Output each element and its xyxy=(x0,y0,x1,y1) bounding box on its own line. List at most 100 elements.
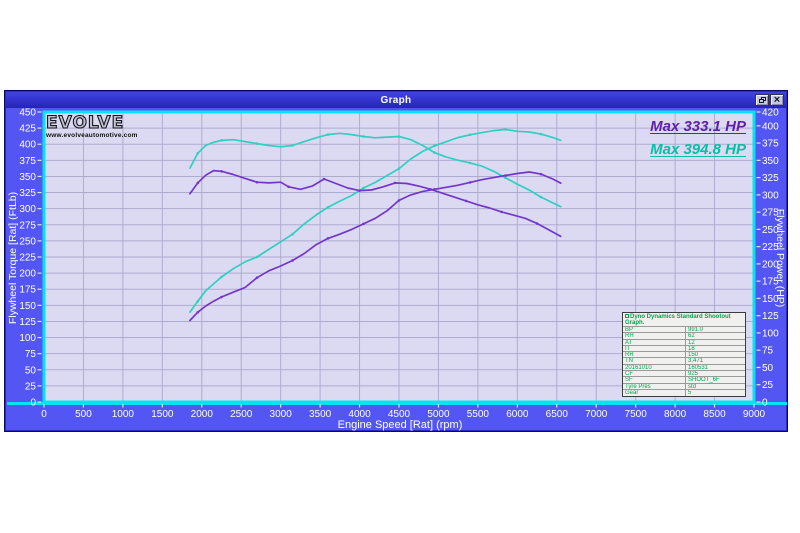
series-run1_torque_ftlb-line xyxy=(189,169,562,238)
series-run2_torque_ftlb-marker xyxy=(362,135,365,138)
series-run2_torque_ftlb-marker xyxy=(397,135,401,138)
series-run1_torque_ftlb-marker xyxy=(322,177,326,181)
left-axis-tick-label: 50 xyxy=(25,365,37,376)
right-axis-title: Flywheel Power (HP) xyxy=(774,208,786,308)
series-run1_power_hp-marker xyxy=(397,199,401,202)
evolve-logo-url: www.evolveautomotive.com xyxy=(46,132,138,139)
x-axis-tick-label: 1500 xyxy=(151,409,174,420)
info-table-row: AT 12 xyxy=(623,339,745,346)
series-run2_power_hp-marker xyxy=(362,186,365,190)
series-run1_torque_ftlb-marker xyxy=(255,180,259,184)
left-axis-tick-label: 400 xyxy=(19,140,36,151)
left-axis-tick-label: 350 xyxy=(19,172,36,183)
info-row-value: std xyxy=(685,383,745,389)
series-run1_torque_ftlb-marker xyxy=(393,181,397,185)
info-row-label: Tyre Pres xyxy=(625,383,651,390)
right-axis-tick-label: 420 xyxy=(762,108,779,119)
left-axis-tick-label: 425 xyxy=(19,124,36,135)
right-axis-tick-label: 0 xyxy=(762,398,768,409)
series-run2_torque_ftlb-marker xyxy=(433,151,436,154)
series-run1_power_hp-marker xyxy=(504,174,507,177)
info-row-value: 991.0 xyxy=(685,327,745,333)
right-axis-tick-label: 50 xyxy=(762,363,774,374)
series-run2_power_hp-marker xyxy=(196,299,200,303)
series-run2_power_hp-marker xyxy=(539,132,543,136)
series-run2_power_hp-marker xyxy=(255,255,259,259)
x-axis-tick-label: 5500 xyxy=(467,409,490,420)
info-table-row: Tyre Pres std xyxy=(623,383,745,390)
left-axis-tick-label: 450 xyxy=(19,108,36,119)
series-run2_power_hp-marker xyxy=(504,128,507,131)
run-info-header: Dyno Dynamics Standard Shootout Graph. xyxy=(623,313,745,327)
left-axis-tick-label: 250 xyxy=(19,236,36,247)
right-axis-tick-label: 200 xyxy=(762,259,779,270)
series-run2_power_hp-marker xyxy=(397,167,401,170)
left-axis-tick-label: 325 xyxy=(19,188,36,199)
info-table-row: BP 991.0 xyxy=(623,327,745,334)
x-axis-tick-label: 2500 xyxy=(230,409,253,420)
x-axis-tick-label: 3000 xyxy=(270,409,293,420)
max-hp-label-run1: Max 333.1 HP xyxy=(650,118,746,135)
x-axis-tick-label: 4500 xyxy=(388,409,411,420)
series-run2_power_hp-marker xyxy=(326,205,330,209)
window-title: Graph xyxy=(380,94,412,106)
series-run1_power_hp-marker xyxy=(362,222,365,226)
titlebar[interactable]: Graph × xyxy=(6,92,786,108)
x-axis-tick-label: 9000 xyxy=(743,409,766,420)
info-row-value: 3.471 xyxy=(685,358,745,364)
x-axis-tick-label: 5000 xyxy=(427,409,450,420)
info-row-value: 160531 xyxy=(685,364,745,371)
restore-button[interactable] xyxy=(755,94,769,106)
series-run1_torque_ftlb-marker xyxy=(464,199,468,203)
series-run1_power_hp-marker xyxy=(220,295,223,299)
x-axis-tick-label: 1000 xyxy=(112,409,135,420)
series-run1_power_hp-marker xyxy=(291,259,294,262)
info-table-row: 20161010 160531 xyxy=(623,364,745,372)
info-table-row: Gear 5 xyxy=(623,389,745,397)
info-row-label: 20161010 xyxy=(625,364,652,371)
info-row-label: BP xyxy=(625,327,634,333)
right-axis-tick-label: 125 xyxy=(762,311,779,322)
series-run1_power_hp-line xyxy=(189,171,562,322)
close-icon: × xyxy=(773,94,781,106)
right-axis-tick-label: 175 xyxy=(762,277,779,288)
left-axis-tick-label: 150 xyxy=(19,301,36,312)
series-run2_torque_ftlb-marker xyxy=(504,176,507,180)
evolve-logo-text: EVOLVE xyxy=(45,113,125,133)
x-axis-tick-label: 7500 xyxy=(625,409,648,420)
x-axis-tick-label: 3500 xyxy=(309,409,332,420)
x-axis-tick-label: 7000 xyxy=(585,409,608,420)
info-row-label: SF xyxy=(625,377,633,384)
left-axis-tick-label: 375 xyxy=(19,156,36,167)
plot-frame xyxy=(42,110,756,404)
right-axis-tick-label: 300 xyxy=(762,190,779,201)
series-run1_torque_ftlb-marker xyxy=(287,185,290,189)
right-axis-tick-label: 325 xyxy=(762,173,779,184)
close-button[interactable]: × xyxy=(770,94,784,106)
right-axis-tick-label: 150 xyxy=(762,294,779,305)
x-axis-tick-label: 6000 xyxy=(506,409,529,420)
series-run2_torque_ftlb-marker xyxy=(291,144,294,147)
series-run2_torque_ftlb-marker xyxy=(220,139,223,142)
info-row-label: AT xyxy=(625,339,633,346)
series-run2_power_hp-marker xyxy=(468,133,472,137)
left-axis-tick-label: 75 xyxy=(25,349,37,360)
right-axis-tick-label: 75 xyxy=(762,346,774,357)
series-run2_torque_ftlb-marker xyxy=(539,195,543,199)
info-table-row: IT 18 xyxy=(623,345,745,353)
series-run1_power_hp-marker xyxy=(539,172,543,176)
right-axis-tick-label: 400 xyxy=(762,121,779,132)
left-axis-tick-label: 275 xyxy=(19,220,36,231)
x-axis-tick-label: 0 xyxy=(41,409,47,420)
info-row-label: Gear xyxy=(625,389,639,396)
info-row-value: 62 xyxy=(685,333,745,339)
right-axis-tick-label: 350 xyxy=(762,156,779,167)
series-run2_torque_ftlb-marker xyxy=(196,151,200,155)
left-axis-tick-label: 175 xyxy=(19,285,36,296)
series-run2_power_hp-marker xyxy=(291,232,294,236)
series-run1_torque_ftlb-marker xyxy=(500,210,503,214)
info-row-label: IT xyxy=(625,345,631,352)
right-axis-tick-label: 225 xyxy=(762,242,779,253)
info-row-value: 18 xyxy=(685,345,745,352)
